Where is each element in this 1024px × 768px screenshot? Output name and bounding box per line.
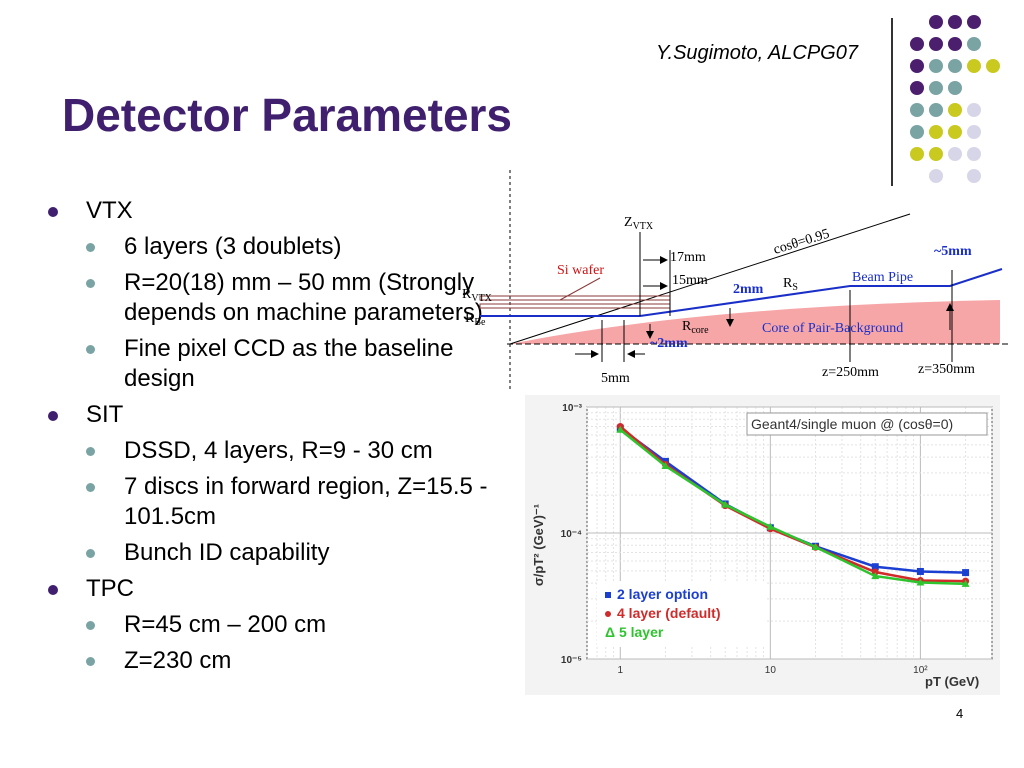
bullet-list: VTX 6 layers (3 doublets) R=20(18) mm – … xyxy=(46,196,506,682)
legend-marker xyxy=(605,611,611,617)
dim-15mm-label: 15mm xyxy=(672,273,708,288)
decorative-dot xyxy=(967,37,981,51)
decorative-dot xyxy=(929,147,943,161)
legend-label: 4 layer (default) xyxy=(617,605,720,621)
decorative-dot xyxy=(967,103,981,117)
x-tick-label: 1 xyxy=(618,665,624,676)
decorative-dot xyxy=(967,125,981,139)
rvtx-label: RVTX xyxy=(462,287,493,304)
data-point xyxy=(766,522,775,530)
legend-label: Δ 5 layer xyxy=(605,624,664,640)
data-point xyxy=(961,579,970,587)
bullet-tpc-radius: R=45 cm – 200 cm xyxy=(46,610,506,640)
data-point xyxy=(811,542,820,550)
cos-theta-line xyxy=(509,213,911,345)
y-tick-label: 10⁻⁵ xyxy=(561,655,582,666)
decorative-dot xyxy=(910,125,924,139)
decorative-dot xyxy=(986,59,1000,73)
core-label: Core of Pair-Background xyxy=(762,321,903,336)
bullet-vtx-radius: R=20(18) mm – 50 mm (Strongly depends on… xyxy=(46,268,506,328)
beam-pipe-line xyxy=(480,268,1003,317)
decorative-dot xyxy=(967,147,981,161)
pair-background-core xyxy=(510,300,1000,344)
decorative-dot-grid xyxy=(910,15,1000,183)
bullet-vtx: VTX xyxy=(46,196,506,226)
dim-2mm-core-label: ~2mm xyxy=(650,336,688,351)
si-wafer-label: Si wafer xyxy=(557,263,604,278)
decorative-dot xyxy=(948,81,962,95)
decorative-dot xyxy=(929,15,943,29)
bullet-sit-discs: 7 discs in forward region, Z=15.5 - 101.… xyxy=(46,472,506,532)
decorative-dot xyxy=(929,37,943,51)
x-tick-label: 10² xyxy=(913,665,928,676)
decorative-dot xyxy=(929,125,943,139)
page-number: 4 xyxy=(956,706,964,721)
dim-2mm-label: 2mm xyxy=(733,282,764,297)
decorative-dot xyxy=(948,37,962,51)
data-point xyxy=(871,563,879,571)
decorative-dot xyxy=(910,147,924,161)
data-point xyxy=(916,578,925,586)
decorative-dot xyxy=(967,169,981,183)
y-tick-label: 10⁻³ xyxy=(562,403,582,414)
data-point xyxy=(721,500,730,508)
si-wafer-outer xyxy=(479,295,671,301)
dim-5mm-gap-label: ~5mm xyxy=(934,244,972,259)
vtx-geometry-diagram: ZVTX cosθ=0.95 17mm 15mm Si wafer RVTX R… xyxy=(462,170,1010,390)
legend-label: 2 layer option xyxy=(617,586,708,602)
beam-pipe-label: Beam Pipe xyxy=(852,270,913,285)
bullet-vtx-ccd: Fine pixel CCD as the baseline design xyxy=(46,334,506,394)
decorative-dot xyxy=(967,15,981,29)
decorative-dot xyxy=(948,15,962,29)
decorative-dot xyxy=(929,59,943,73)
si-wafer-inner xyxy=(479,303,671,309)
data-point xyxy=(916,567,924,575)
bullet-tpc-z: Z=230 cm xyxy=(46,646,506,676)
decorative-dot xyxy=(910,81,924,95)
x-tick-label: 10 xyxy=(765,665,777,676)
page-title: Detector Parameters xyxy=(62,89,513,141)
bullet-sit-bunch: Bunch ID capability xyxy=(46,538,506,568)
decorative-dot xyxy=(910,103,924,117)
bullet-sit: SIT xyxy=(46,400,506,430)
momentum-resolution-chart: 1 10 10² 10⁻³ 10⁻⁴ 10⁻⁵ Geant4/single muon @ … xyxy=(525,395,1000,695)
z250-label: z=250mm xyxy=(822,365,879,380)
y-tick-label: 10⁻⁴ xyxy=(561,529,582,540)
decorative-dot xyxy=(948,103,962,117)
rbe-label: RBe xyxy=(465,311,486,328)
decorative-dot xyxy=(929,103,943,117)
series-line xyxy=(619,428,966,586)
bullet-tpc: TPC xyxy=(46,574,506,604)
rcore-label: Rcore xyxy=(682,319,709,336)
dim-17mm-label: 17mm xyxy=(670,250,706,265)
data-point xyxy=(871,572,880,580)
chart-title: Geant4/single muon @ (cosθ=0) xyxy=(751,416,953,432)
legend-marker xyxy=(605,592,611,598)
data-point xyxy=(616,425,625,433)
dim-5mm-label: 5mm xyxy=(601,371,630,386)
data-point xyxy=(962,569,970,577)
decorative-dot xyxy=(910,59,924,73)
author-label: Y.Sugimoto, ALCPG07 xyxy=(656,42,858,64)
decorative-dot xyxy=(948,147,962,161)
title-divider xyxy=(891,18,893,186)
decorative-dot xyxy=(929,169,943,183)
data-point xyxy=(661,462,670,470)
decorative-dot xyxy=(910,37,924,51)
decorative-dot xyxy=(929,81,943,95)
cos-theta-label: cosθ=0.95 xyxy=(772,227,832,258)
x-axis-label: pT (GeV) xyxy=(925,674,979,689)
data-point xyxy=(871,568,879,576)
bullet-vtx-layers: 6 layers (3 doublets) xyxy=(46,232,506,262)
decorative-dot xyxy=(967,59,981,73)
bullet-sit-dssd: DSSD, 4 layers, R=9 - 30 cm xyxy=(46,436,506,466)
zvtx-label: ZVTX xyxy=(624,215,654,232)
decorative-dot xyxy=(948,125,962,139)
y-axis-label: σ/pT² (GeV)⁻¹ xyxy=(531,504,546,586)
z350-label: z=350mm xyxy=(918,362,975,377)
rs-label: RS xyxy=(783,276,798,293)
decorative-dot xyxy=(948,59,962,73)
